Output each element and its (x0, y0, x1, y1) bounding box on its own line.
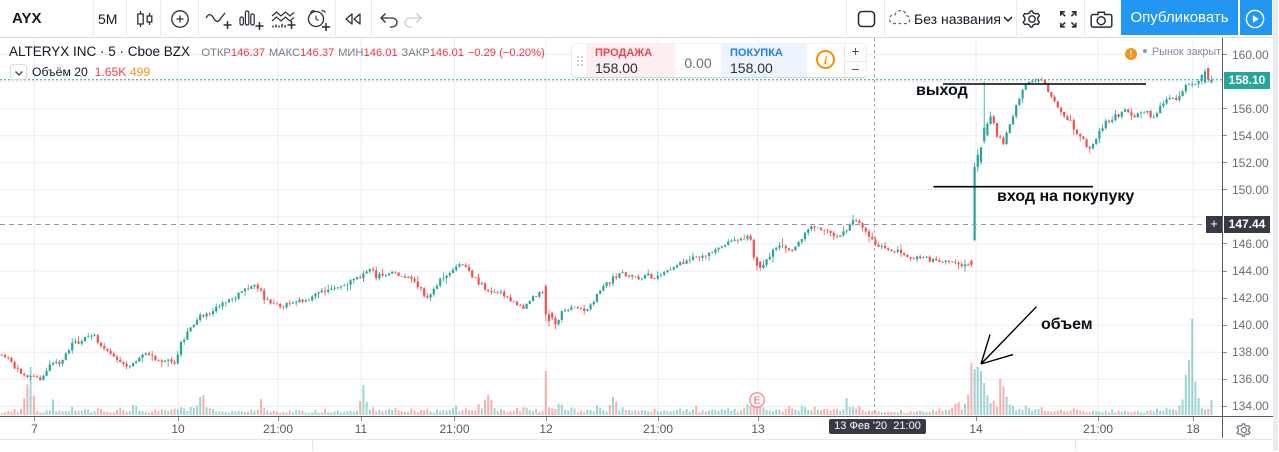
svg-text:E: E (754, 396, 761, 407)
